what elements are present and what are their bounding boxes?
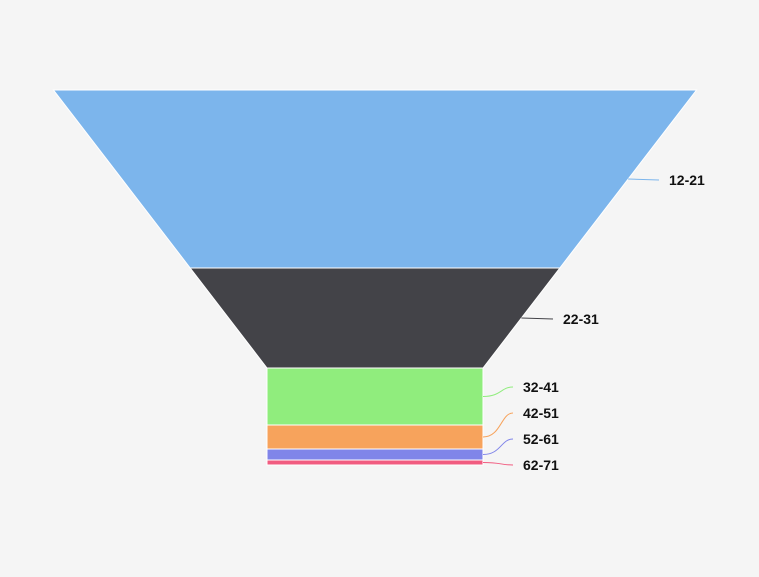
connector-42-51 — [482, 412, 514, 438]
funnel-segment-22-31[interactable] — [189, 267, 561, 369]
label-12-21: 12-21 — [669, 172, 705, 188]
connector-32-41 — [482, 386, 514, 397]
connector-52-61 — [482, 438, 514, 455]
label-22-31: 22-31 — [563, 311, 599, 327]
connector-12-21 — [628, 178, 660, 181]
funnel-segments — [52, 89, 698, 466]
funnel-segment-42-51[interactable] — [266, 424, 484, 450]
connector-22-31 — [521, 317, 554, 320]
label-62-71: 62-71 — [523, 457, 559, 473]
label-52-61: 52-61 — [523, 431, 559, 447]
funnel-segment-12-21[interactable] — [52, 89, 698, 269]
funnel-segment-32-41[interactable] — [266, 367, 484, 426]
segment-labels: 12-21 22-31 32-41 42-51 52-61 62-71 — [523, 172, 705, 473]
funnel-segment-62-71[interactable] — [266, 459, 484, 466]
label-connectors — [482, 178, 660, 466]
label-32-41: 32-41 — [523, 379, 559, 395]
connector-62-71 — [482, 462, 514, 466]
funnel-segment-52-61[interactable] — [266, 448, 484, 461]
label-42-51: 42-51 — [523, 405, 559, 421]
